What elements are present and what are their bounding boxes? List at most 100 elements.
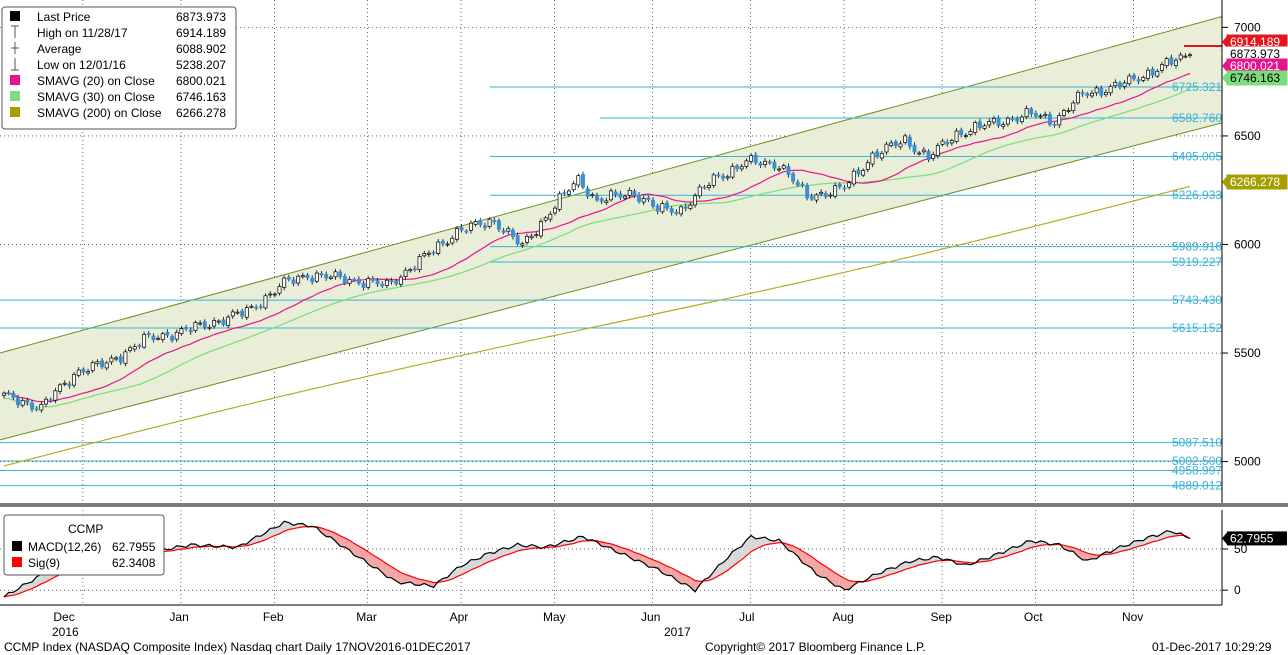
candle-238	[1113, 79, 1118, 89]
candle-39	[184, 325, 189, 332]
candle-54	[254, 304, 259, 311]
macd-tick-label-0: 0	[1234, 583, 1241, 597]
legend-icon-0	[10, 11, 20, 21]
macd-fill-156	[732, 548, 738, 567]
macd-fill-104	[489, 552, 495, 562]
candle-128	[599, 197, 604, 205]
candle-157	[735, 164, 740, 172]
macd-fill-189	[886, 567, 892, 576]
candle-207	[968, 128, 973, 137]
candle-87	[408, 267, 413, 273]
month-label-5: May	[543, 610, 566, 624]
macd-fill-53	[251, 535, 257, 545]
footer-left-text: CCMP Index (NASDAQ Composite Index) Nasd…	[4, 640, 471, 654]
candle-169	[791, 171, 796, 185]
candle-156	[730, 163, 735, 180]
candle-210	[982, 123, 987, 131]
candle-37	[174, 329, 179, 343]
candle-99	[464, 229, 469, 234]
candle-46	[216, 319, 221, 325]
candle-29	[137, 343, 142, 349]
candle-223	[1043, 111, 1048, 119]
candle-199	[931, 151, 936, 161]
candle-43	[202, 319, 207, 331]
month-label-6: Jun	[641, 610, 660, 624]
candle-211	[987, 118, 992, 128]
macd-fill-70	[330, 531, 336, 542]
fib-label-8: 5087.510	[1172, 436, 1222, 450]
candle-253	[1183, 53, 1188, 59]
macd-fill-141	[662, 563, 668, 576]
macd-fill-135	[634, 552, 640, 561]
fib-label-11: 4889.012	[1172, 479, 1222, 493]
candle-220	[1029, 106, 1034, 117]
candle-110	[515, 232, 520, 246]
candle-234	[1094, 85, 1099, 96]
legend-label-5: SMAVG (30) on Close	[37, 90, 155, 104]
macd-fill-157	[737, 546, 742, 563]
candle-114	[534, 232, 539, 238]
candle-5	[25, 398, 30, 406]
candle-62	[291, 276, 296, 287]
macd-fill-101	[475, 558, 481, 568]
macd-fill-106	[498, 547, 504, 558]
candle-167	[781, 163, 786, 171]
candle-168	[786, 163, 791, 178]
candle-108	[506, 225, 511, 235]
candle-93	[436, 239, 441, 256]
legend-label-1: High on 11/28/17	[37, 26, 128, 40]
candle-222	[1038, 113, 1043, 120]
price-tag-0: 6914.189	[1222, 34, 1288, 50]
price-tick-label-0: 5000	[1234, 455, 1261, 469]
candle-4	[20, 397, 25, 408]
candle-197	[921, 147, 926, 155]
candle-109	[511, 227, 515, 240]
macd-fill-250	[1171, 531, 1176, 537]
candle-118	[553, 205, 557, 216]
legend-value-2: 6088.902	[176, 42, 226, 56]
candle-16	[76, 367, 81, 378]
candle-214	[1001, 121, 1006, 130]
candle-217	[1015, 116, 1020, 125]
candle-41	[193, 320, 198, 333]
macd-fill-68	[321, 528, 327, 537]
candle-2	[11, 390, 16, 401]
macd-fill-188	[881, 568, 887, 578]
candle-30	[142, 331, 147, 349]
candle-151	[707, 182, 712, 191]
channel-upper-line	[0, 16, 1223, 354]
macd-fill-218	[1021, 540, 1027, 552]
candle-215	[1005, 116, 1010, 127]
panel-divider	[0, 503, 1288, 507]
fib-label-5: 5919.227	[1172, 255, 1222, 269]
candle-86	[403, 267, 408, 280]
price-tick-label-2: 6000	[1234, 237, 1261, 251]
macd-fill-180	[844, 578, 850, 590]
candle-187	[875, 148, 880, 159]
legend-label-2: Average	[37, 42, 82, 56]
macd-fill-99	[466, 559, 471, 573]
candle-134	[627, 187, 632, 199]
svg-text:6873.973: 6873.973	[1230, 47, 1280, 61]
candle-176	[823, 190, 828, 199]
candle-141	[660, 200, 665, 215]
candle-34	[160, 331, 165, 343]
macd-fill-137	[643, 555, 649, 568]
candle-243	[1136, 76, 1141, 85]
legend-value-0: 6873.973	[176, 10, 226, 24]
macd-fill-139	[653, 559, 658, 569]
macd-fill-177	[830, 569, 836, 587]
candle-33	[156, 335, 161, 341]
candle-18	[86, 368, 90, 376]
channel-lower-line	[0, 122, 1223, 441]
candle-91	[426, 250, 431, 258]
svg-text:6746.163: 6746.163	[1230, 71, 1280, 85]
candle-65	[305, 272, 310, 281]
macd-fill-54	[256, 535, 261, 543]
candle-239	[1118, 80, 1122, 90]
macd-fill-153	[718, 562, 724, 576]
candle-61	[286, 274, 291, 282]
fib-label-0: 6725.321	[1172, 80, 1222, 94]
legend-icon-4	[10, 75, 20, 85]
